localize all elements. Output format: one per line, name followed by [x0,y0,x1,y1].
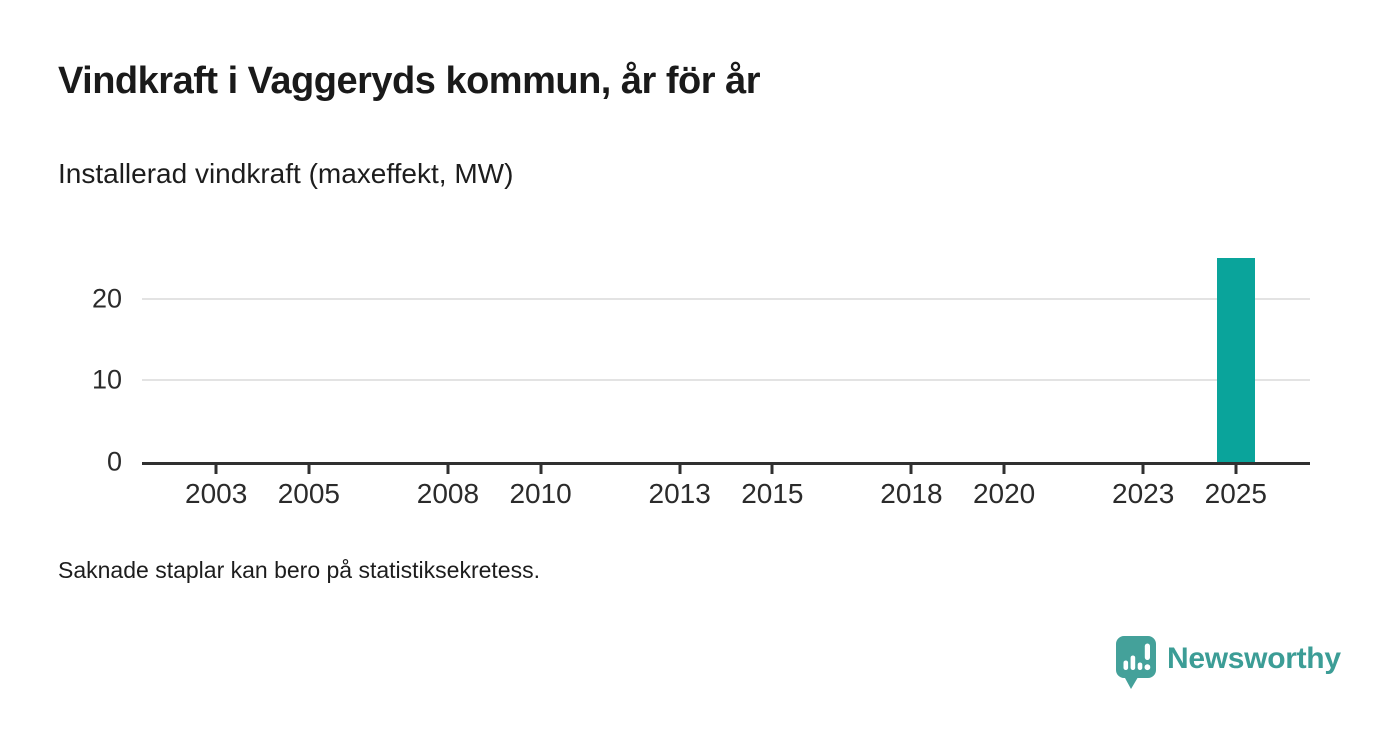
x-tick-label-2023: 2023 [1111,478,1175,509]
plot-area [142,250,1310,465]
gridline-20 [142,297,1310,300]
x-tick-label-2005: 2005 [277,478,340,509]
x-tick-mark-2010 [539,465,543,474]
x-tick-mark-2005 [307,465,311,474]
bar-2025 [1216,258,1255,462]
x-tick-label-2013: 2013 [648,478,711,509]
x-tick-label-2003: 2003 [185,478,248,509]
gridline-10 [142,379,1310,382]
chart-subtitle: Installerad vindkraft (maxeffekt, MW) [58,158,514,189]
x-tick-mark-2013 [678,465,682,474]
y-tick-label-20: 20 [91,283,122,314]
x-tick-mark-2025 [1234,465,1238,474]
x-tick-mark-2003 [214,465,218,474]
x-tick-mark-2018 [909,465,913,474]
x-tick-label-2010: 2010 [509,478,572,509]
x-tick-label-2020: 2020 [972,478,1036,509]
y-axis-labels: 0 10 20 [30,250,122,475]
newsworthy-brand: Newsworthy [1116,636,1341,689]
x-axis: 2003 2005 2008 2010 2013 2015 2018 2020 2023 2025 [142,465,1310,525]
x-tick-mark-2020 [1002,465,1006,474]
footnote: Saknade staplar kan bero på statistiksek… [58,557,540,583]
x-tick-mark-2008 [446,465,450,474]
x-tick-label-2008: 2008 [416,478,480,509]
x-tick-label-2015: 2015 [741,478,804,509]
x-tick-mark-2015 [770,465,774,474]
newsworthy-wordmark: Newsworthy [1167,641,1341,675]
y-tick-label-10: 10 [91,364,122,395]
y-tick-label-0: 0 [106,446,122,477]
x-tick-mark-2023 [1141,465,1145,474]
x-tick-label-2025: 2025 [1204,478,1267,509]
x-tick-label-2018: 2018 [880,478,943,509]
newsworthy-logo-icon [1116,636,1156,689]
chart-title: Vindkraft i Vaggeryds kommun, år för år [58,60,761,102]
